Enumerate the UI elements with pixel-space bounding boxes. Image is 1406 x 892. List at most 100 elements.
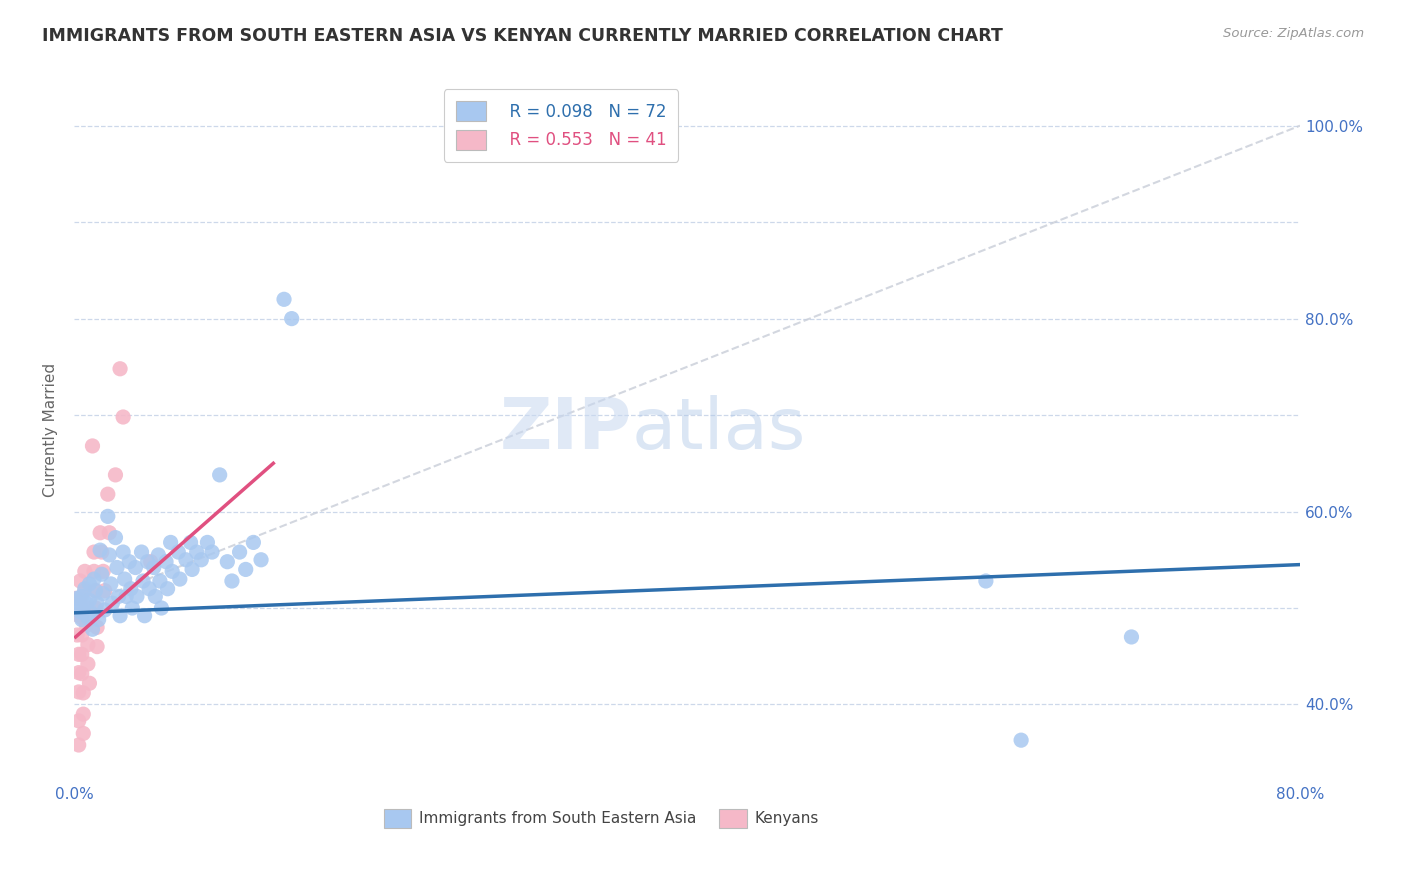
Point: [132, 574, 155, 588]
Point: [67, 665, 90, 680]
Point: [108, 608, 131, 623]
Point: [273, 293, 295, 307]
Point: [105, 560, 128, 574]
Point: [79, 577, 101, 591]
Point: [169, 572, 191, 586]
Text: ZIP: ZIP: [499, 395, 631, 464]
Point: [136, 555, 159, 569]
Point: [125, 590, 148, 604]
Point: [91, 565, 114, 579]
Point: [69, 574, 91, 588]
Text: atlas: atlas: [631, 395, 806, 464]
Point: [156, 582, 179, 596]
Point: [217, 555, 239, 569]
Point: [86, 596, 108, 610]
Point: [73, 583, 96, 598]
Point: [93, 603, 115, 617]
Point: [93, 583, 115, 598]
Point: [228, 545, 250, 559]
Point: [90, 567, 112, 582]
Point: [77, 638, 100, 652]
Point: [84, 583, 107, 598]
Point: [134, 608, 156, 623]
Point: [72, 686, 94, 700]
Point: [91, 586, 114, 600]
Point: [250, 553, 273, 567]
Point: [87, 613, 110, 627]
Point: [167, 545, 190, 559]
Point: [974, 574, 997, 588]
Point: [89, 525, 111, 540]
Point: [66, 607, 89, 622]
Point: [70, 590, 93, 604]
Point: [115, 590, 138, 604]
Text: Source: ZipAtlas.com: Source: ZipAtlas.com: [1223, 27, 1364, 40]
Point: [82, 622, 104, 636]
Point: [80, 606, 103, 620]
Point: [70, 613, 93, 627]
Point: [100, 577, 122, 591]
Point: [159, 535, 181, 549]
Point: [70, 628, 93, 642]
Point: [75, 618, 97, 632]
Point: [143, 590, 166, 604]
Point: [72, 726, 94, 740]
Point: [138, 582, 160, 596]
Point: [142, 560, 165, 574]
Point: [112, 545, 135, 559]
Point: [155, 555, 177, 569]
Point: [149, 574, 172, 588]
Point: [197, 535, 219, 549]
Point: [67, 714, 90, 728]
Point: [201, 545, 224, 559]
Point: [66, 591, 89, 606]
Point: [97, 509, 120, 524]
Point: [73, 565, 96, 579]
Point: [1010, 733, 1032, 747]
Point: [190, 553, 212, 567]
Point: [98, 548, 121, 562]
Point: [97, 487, 120, 501]
Point: [280, 311, 302, 326]
Point: [1121, 630, 1143, 644]
Point: [67, 648, 90, 662]
Point: [70, 610, 93, 624]
Point: [67, 738, 90, 752]
Point: [77, 657, 100, 671]
Point: [79, 676, 101, 690]
Point: [242, 535, 264, 549]
Point: [124, 560, 146, 574]
Point: [86, 640, 108, 654]
Point: [89, 543, 111, 558]
Point: [186, 545, 208, 559]
Point: [86, 620, 108, 634]
Point: [104, 531, 127, 545]
Point: [82, 439, 104, 453]
Point: [120, 582, 142, 596]
Point: [75, 601, 97, 615]
Point: [83, 545, 105, 559]
Text: IMMIGRANTS FROM SOUTH EASTERN ASIA VS KENYAN CURRENTLY MARRIED CORRELATION CHART: IMMIGRANTS FROM SOUTH EASTERN ASIA VS KE…: [42, 27, 1002, 45]
Point: [174, 553, 197, 567]
Point: [73, 582, 96, 596]
Point: [83, 572, 105, 586]
Y-axis label: Currently Married: Currently Married: [44, 362, 58, 497]
Point: [90, 545, 112, 559]
Point: [139, 555, 162, 569]
Point: [118, 555, 141, 569]
Point: [70, 666, 93, 681]
Point: [221, 574, 243, 588]
Point: [148, 548, 170, 562]
Point: [69, 598, 91, 612]
Point: [121, 601, 143, 615]
Point: [79, 593, 101, 607]
Point: [65, 591, 87, 606]
Point: [104, 467, 127, 482]
Point: [114, 572, 136, 586]
Point: [75, 596, 97, 610]
Point: [160, 565, 183, 579]
Point: [108, 361, 131, 376]
Point: [72, 707, 94, 722]
Point: [69, 591, 91, 606]
Point: [98, 525, 121, 540]
